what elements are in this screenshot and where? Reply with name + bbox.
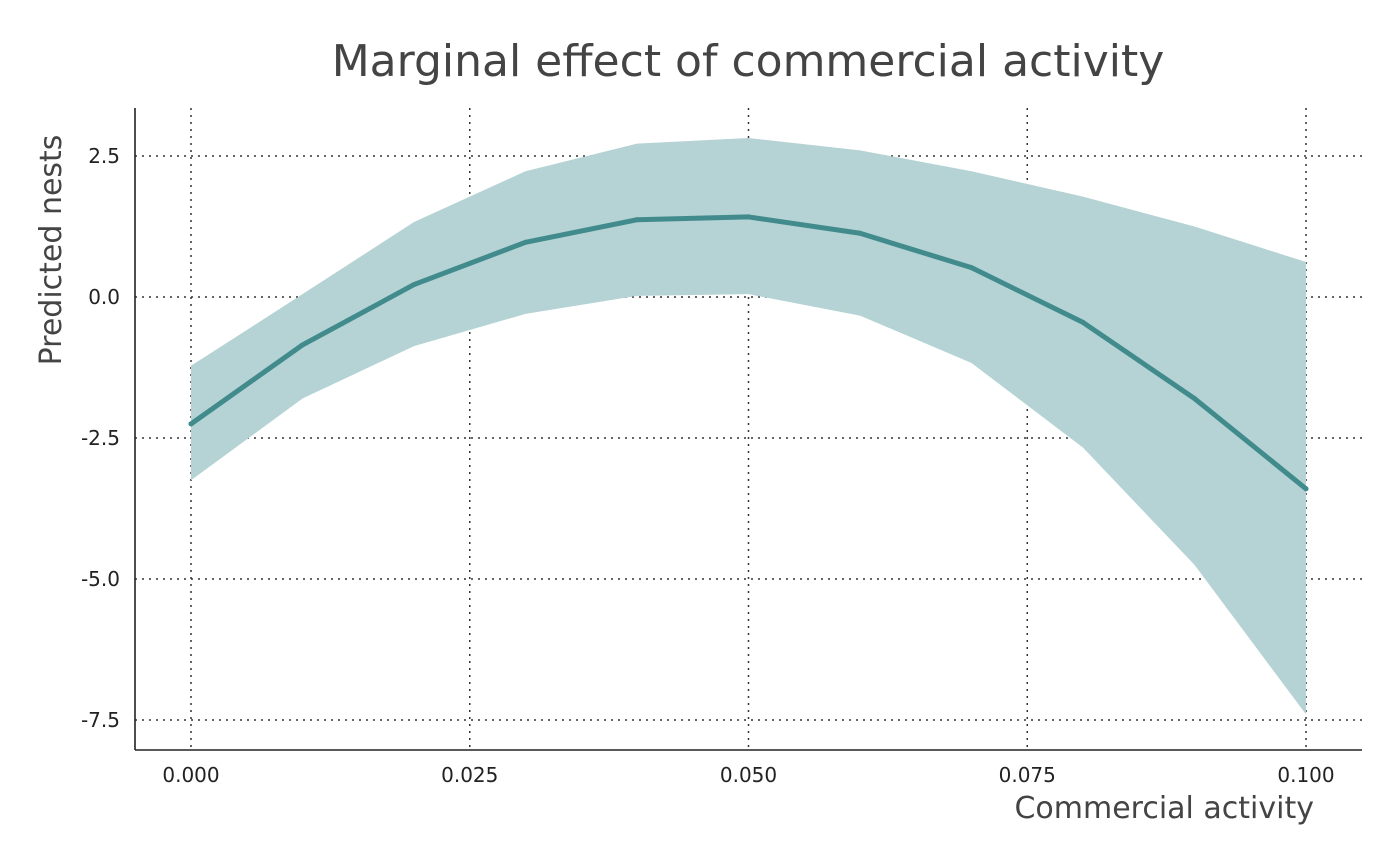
x-tick-label-0: 0.000 (162, 763, 219, 787)
data-point-5 (746, 214, 751, 220)
y-tick-label-3: -5.0 (81, 567, 120, 591)
y-tick-label-1: 0.0 (88, 285, 120, 309)
y-tick-label-0: 2.5 (88, 144, 120, 168)
data-point-3 (523, 239, 528, 245)
series-points (188, 214, 1309, 492)
chart-title: Marginal effect of commercial activity (332, 36, 1165, 87)
y-tick-label-4: -7.5 (81, 708, 120, 732)
data-point-1 (300, 342, 305, 348)
data-point-8 (1080, 319, 1086, 325)
y-axis-label: Predicted nests (34, 135, 69, 366)
confidence-band (191, 137, 1306, 715)
x-axis-label: Commercial activity (1014, 791, 1314, 826)
x-tick-labels: 0.000 0.025 0.050 0.075 0.100 (162, 763, 1334, 787)
data-point-9 (1192, 396, 1197, 402)
data-point-2 (411, 282, 417, 288)
data-point-10 (1303, 486, 1309, 492)
y-tick-labels: 2.5 0.0 -2.5 -5.0 -7.5 (81, 144, 120, 732)
data-point-4 (634, 217, 640, 223)
x-tick-label-4: 0.100 (1277, 763, 1334, 787)
x-tick-label-1: 0.025 (441, 763, 498, 787)
y-tick-label-2: -2.5 (81, 426, 120, 450)
data-point-6 (857, 230, 863, 236)
data-point-0 (188, 421, 194, 427)
data-point-7 (969, 265, 974, 271)
x-tick-label-3: 0.075 (999, 763, 1056, 787)
x-tick-label-2: 0.050 (720, 763, 777, 787)
